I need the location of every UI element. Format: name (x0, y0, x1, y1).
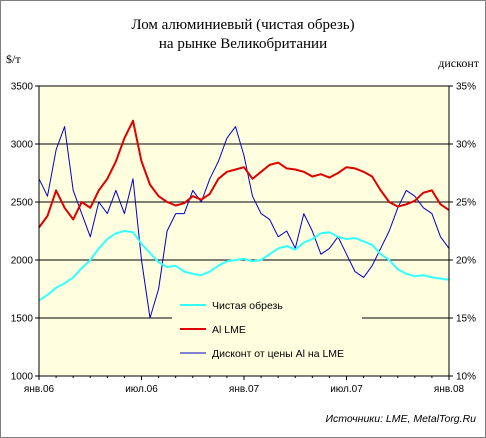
x-axis: янв.06 июл.06 янв.07 июл.07 янв.08 (24, 376, 465, 395)
right-tick-label-4: 30% (456, 140, 476, 151)
chart-title: Лом алюминиевый (чистая обрезь) (131, 17, 354, 33)
right-tick-label-2: 20% (456, 256, 476, 267)
series-line-lme (38, 119, 450, 229)
right-tick-label-3: 25% (456, 198, 476, 209)
x-tick-label-4: янв.08 (434, 384, 465, 395)
left-tick-label-3: 2500 (11, 198, 34, 209)
left-tick-label-5: 3500 (11, 82, 34, 93)
left-axis-unit: $/т (6, 52, 21, 66)
legend-label-scrap: Чистая обрезь (212, 300, 283, 312)
x-tick-label-2: янв.07 (229, 384, 260, 395)
left-axis: 1000 1500 2000 2500 3000 3500 (11, 82, 39, 383)
x-tick-label-0: янв.06 (24, 384, 55, 395)
legend-label-lme: Al LME (212, 324, 246, 336)
right-tick-label-0: 10% (456, 372, 476, 383)
series-line-scrap (38, 230, 450, 302)
source-note: Источники: LME, MetalTorg.Ru (325, 413, 476, 425)
left-tick-label-0: 1000 (11, 372, 34, 383)
legend: Чистая обрезь Al LME Дисконт от цены Al … (172, 291, 362, 367)
right-axis: 10% 15% 20% 25% 30% 35% (449, 82, 476, 383)
series-line-discount (38, 126, 450, 319)
left-tick-label-2: 2000 (11, 256, 34, 267)
left-tick-label-4: 3000 (11, 140, 34, 151)
right-tick-label-5: 35% (456, 82, 476, 93)
right-axis-unit: дисконт (438, 56, 479, 70)
chart-subtitle: на рынке Великобритании (159, 36, 327, 52)
x-tick-label-1: июл.06 (125, 384, 158, 395)
right-tick-label-1: 15% (456, 314, 476, 325)
x-tick-label-3: июл.07 (330, 384, 363, 395)
left-tick-label-1: 1500 (11, 314, 34, 325)
legend-label-discount: Дисконт от цены Al на LME (212, 348, 344, 360)
series-layer (38, 119, 450, 319)
